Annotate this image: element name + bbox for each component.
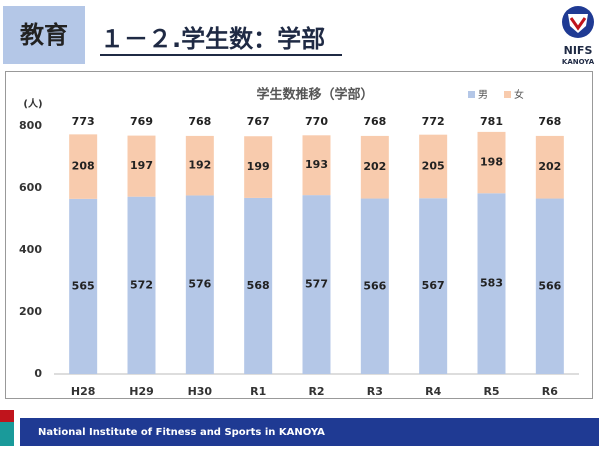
bar-segment <box>419 198 448 374</box>
value-label: 192 <box>188 159 211 172</box>
bar-segment <box>185 195 214 374</box>
bar-segment <box>185 135 214 196</box>
footer-bar <box>20 418 599 446</box>
value-label: 197 <box>130 159 153 172</box>
total-label: 768 <box>363 115 386 128</box>
y-tick-label: 400 <box>19 243 42 256</box>
bar-segment <box>127 135 156 197</box>
bar-segment <box>360 198 389 374</box>
bar-segment <box>477 131 506 194</box>
bar-segment <box>419 134 448 199</box>
x-tick-label: R1 <box>250 385 266 398</box>
legend-swatch <box>504 91 511 98</box>
value-label: 208 <box>72 160 95 173</box>
value-label: 205 <box>422 159 445 172</box>
value-label: 572 <box>130 278 153 291</box>
y-tick-label: 200 <box>19 305 42 318</box>
bar-segment <box>302 195 331 374</box>
slide-title: １－２.学生数：学部 <box>100 25 325 53</box>
section-box <box>3 6 85 64</box>
bar-segment <box>127 196 156 374</box>
total-label: 772 <box>422 115 445 128</box>
bar-segment <box>360 135 389 199</box>
value-label: 567 <box>422 279 445 292</box>
chart-title: 学生数推移（学部） <box>256 87 373 103</box>
total-label: 767 <box>247 115 270 128</box>
x-tick-label: R2 <box>308 385 324 398</box>
bar-segment <box>302 135 331 196</box>
y-tick-label: 0 <box>34 367 42 380</box>
total-label: 781 <box>480 115 503 128</box>
value-label: 566 <box>538 279 561 292</box>
bar-segment <box>244 136 273 198</box>
y-axis-label: (人) <box>23 97 42 110</box>
x-tick-label: R4 <box>425 385 441 398</box>
bar-segment <box>477 193 506 374</box>
total-label: 769 <box>130 115 153 128</box>
footer-accent-red <box>0 410 14 422</box>
x-tick-label: H28 <box>71 385 96 398</box>
x-tick-label: H30 <box>188 385 213 398</box>
x-tick-label: R5 <box>483 385 499 398</box>
bar-segment <box>244 197 273 374</box>
x-tick-label: R6 <box>542 385 558 398</box>
total-label: 768 <box>538 115 561 128</box>
value-label: 583 <box>480 277 503 290</box>
value-label: 576 <box>188 278 211 291</box>
bar-segment <box>69 134 98 199</box>
value-label: 577 <box>305 278 328 291</box>
footer-accent-teal <box>0 422 14 446</box>
y-tick-label: 600 <box>19 181 42 194</box>
bar-segment <box>535 135 564 199</box>
x-tick-label: R3 <box>367 385 383 398</box>
value-label: 198 <box>480 156 503 169</box>
value-label: 566 <box>363 279 386 292</box>
value-label: 565 <box>72 279 95 292</box>
legend-swatch <box>468 91 475 98</box>
bar-segment <box>535 198 564 374</box>
legend-label: 男 <box>478 89 488 101</box>
section-label: 教育 <box>20 21 68 49</box>
total-label: 770 <box>305 115 328 128</box>
logo-v <box>569 17 587 31</box>
footer-text: National Institute of Fitness and Sports… <box>38 427 325 438</box>
logo-subtext: KANOYA <box>562 58 595 66</box>
value-label: 568 <box>247 279 270 292</box>
y-tick-label: 800 <box>19 119 42 132</box>
bar-segment <box>69 198 98 374</box>
x-tick-label: H29 <box>129 385 154 398</box>
total-label: 773 <box>72 115 95 128</box>
value-label: 202 <box>538 160 561 173</box>
value-label: 199 <box>247 160 270 173</box>
value-label: 193 <box>305 158 328 171</box>
legend-label: 女 <box>514 88 524 101</box>
logo-text: NIFS <box>564 44 593 57</box>
value-label: 202 <box>363 160 386 173</box>
total-label: 768 <box>188 115 211 128</box>
